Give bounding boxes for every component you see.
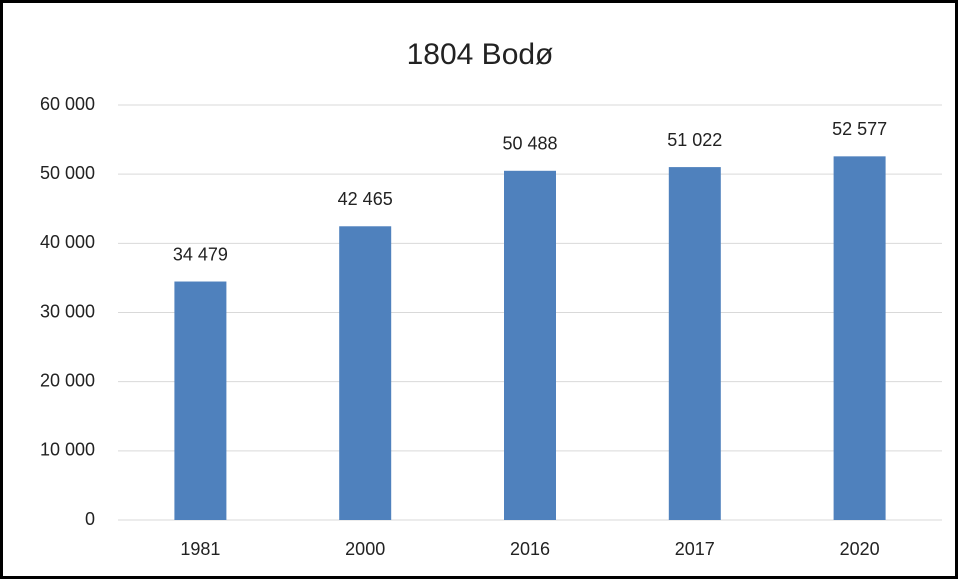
data-label: 50 488 — [502, 134, 557, 154]
y-tick-label: 20 000 — [40, 370, 95, 390]
bar — [668, 167, 721, 520]
y-tick-label: 30 000 — [40, 301, 95, 321]
data-label: 42 465 — [338, 189, 393, 209]
y-tick-label: 40 000 — [40, 232, 95, 252]
bar — [339, 226, 392, 520]
y-tick-label: 0 — [85, 509, 95, 529]
bar — [174, 281, 227, 520]
y-tick-label: 50 000 — [40, 163, 95, 183]
x-tick-label: 2016 — [510, 539, 550, 559]
data-label: 51 022 — [667, 130, 722, 150]
bar — [833, 156, 886, 521]
data-label: 34 479 — [173, 244, 228, 264]
y-tick-label: 60 000 — [40, 94, 95, 114]
x-tick-label: 2000 — [345, 539, 385, 559]
y-tick-label: 10 000 — [40, 440, 95, 460]
x-tick-label: 2017 — [675, 539, 715, 559]
chart-title: 1804 Bodø — [407, 38, 554, 71]
x-tick-label: 1981 — [180, 539, 220, 559]
data-label: 52 577 — [832, 119, 887, 139]
bar — [504, 170, 556, 521]
x-tick-label: 2020 — [840, 539, 880, 559]
